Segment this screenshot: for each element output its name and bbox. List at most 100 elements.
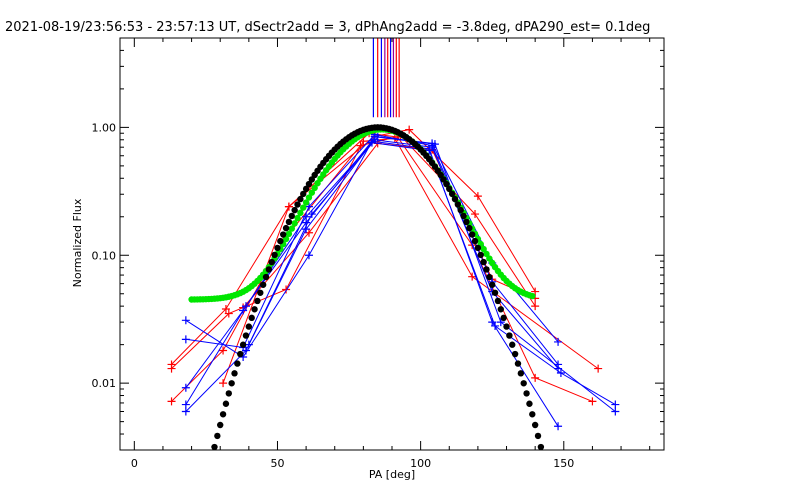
fit-curve-point <box>308 189 316 196</box>
fit-curve-point <box>297 195 304 203</box>
data-point <box>425 146 434 155</box>
data-point <box>181 383 190 392</box>
fit-curve-point <box>285 218 293 226</box>
series-line <box>185 135 559 358</box>
fit-curve-point <box>305 180 313 188</box>
data-point <box>167 397 176 406</box>
data-point <box>241 302 250 311</box>
fit-curve-point <box>211 443 218 450</box>
fit-curve-point <box>529 411 536 418</box>
fit-curve-point <box>451 195 459 203</box>
chart-title: 2021-08-19/23:56:53 - 23:57:13 UT, dSect… <box>5 20 650 35</box>
data-point <box>181 335 190 344</box>
data-point <box>304 251 313 260</box>
fit-curve-point <box>259 281 267 288</box>
fit-curve-point <box>300 204 307 211</box>
data-layer <box>167 124 620 450</box>
fit-curve-point <box>302 185 310 193</box>
series-line <box>185 133 559 365</box>
x-tick-label: 150 <box>553 457 574 470</box>
fit-curve-point <box>219 411 227 418</box>
data-point <box>373 133 382 142</box>
fit-curve-point <box>474 244 482 252</box>
fit-curve-point <box>523 390 530 397</box>
fit-curve-point <box>517 370 525 377</box>
fit-curve-point <box>506 332 513 339</box>
y-tick-label: 0.10 <box>92 249 117 262</box>
data-point <box>471 210 480 219</box>
fit-curve-point <box>282 224 290 232</box>
fit-curve-point <box>297 209 304 217</box>
fit-curve-point <box>262 273 270 281</box>
fit-curve-point <box>460 212 467 220</box>
data-point <box>588 397 597 406</box>
data-point <box>181 316 190 325</box>
fit-curve-point <box>237 350 244 358</box>
fit-curve-point <box>231 370 238 377</box>
fit-curve-point <box>446 185 453 193</box>
fit-curve-point <box>288 212 295 220</box>
x-tick-label: 100 <box>410 457 431 470</box>
data-point <box>221 304 230 313</box>
fit-curve-point <box>483 250 490 258</box>
fit-curve-point <box>294 214 301 222</box>
data-point <box>181 400 190 409</box>
fit-curve-point <box>440 176 447 183</box>
fit-curve-point <box>489 281 496 288</box>
data-point <box>405 125 414 134</box>
fit-curve-point <box>480 258 487 266</box>
fit-curve-point <box>466 224 473 232</box>
fit-curve-point <box>497 306 504 313</box>
fit-curve-point <box>254 297 261 305</box>
x-tick-label: 50 <box>270 457 284 470</box>
fit-curve-point <box>228 380 235 387</box>
fit-curve-point <box>239 341 247 348</box>
data-point <box>496 318 505 327</box>
fit-curve-point <box>225 390 232 397</box>
fit-curve-point <box>291 220 298 227</box>
fit-curve-point <box>486 273 493 281</box>
fit-curve-point <box>503 323 510 330</box>
data-point <box>554 422 563 431</box>
fit-curve-point <box>311 184 318 192</box>
data-point <box>307 210 316 219</box>
fit-curve-point <box>271 251 278 259</box>
fit-curve-point <box>251 306 258 313</box>
data-point <box>181 407 190 416</box>
fit-curve-point <box>305 194 313 201</box>
fit-curve-point <box>500 314 507 322</box>
fit-curve-point <box>514 360 522 367</box>
fit-curve-point <box>288 225 295 232</box>
fit-curve-point <box>520 380 527 387</box>
data-point <box>531 373 540 382</box>
fit-curve-point <box>531 421 539 429</box>
y-tick-label: 1.00 <box>92 121 117 134</box>
data-point <box>531 302 540 311</box>
data-point <box>219 379 228 388</box>
data-point <box>167 364 176 373</box>
fit-curve-point <box>280 231 287 238</box>
fit-curve-point <box>494 297 502 305</box>
fit-curve-point <box>274 244 281 252</box>
data-point <box>224 309 233 318</box>
fit-curve-point <box>300 190 307 198</box>
series-line <box>185 142 616 412</box>
data-point <box>491 321 500 330</box>
fit-curve-point <box>245 323 253 330</box>
fit-curve-point <box>526 400 533 407</box>
fit-curve-point <box>463 218 470 226</box>
data-point <box>367 138 376 147</box>
fit-curve-point <box>294 201 301 208</box>
fit-curve-point <box>214 432 221 440</box>
fit-curve-point <box>477 251 484 259</box>
y-tick-label: 0.01 <box>92 377 117 390</box>
fit-curve-point <box>285 230 293 238</box>
fit-curve-point <box>454 201 462 208</box>
fit-curve-point <box>302 199 310 206</box>
data-point <box>284 202 293 211</box>
y-axis-title: Normalized Flux <box>71 198 84 287</box>
series-line <box>185 139 559 389</box>
data-point <box>219 346 228 355</box>
fit-curve-point <box>291 206 298 214</box>
fit-curve-point <box>509 341 516 348</box>
